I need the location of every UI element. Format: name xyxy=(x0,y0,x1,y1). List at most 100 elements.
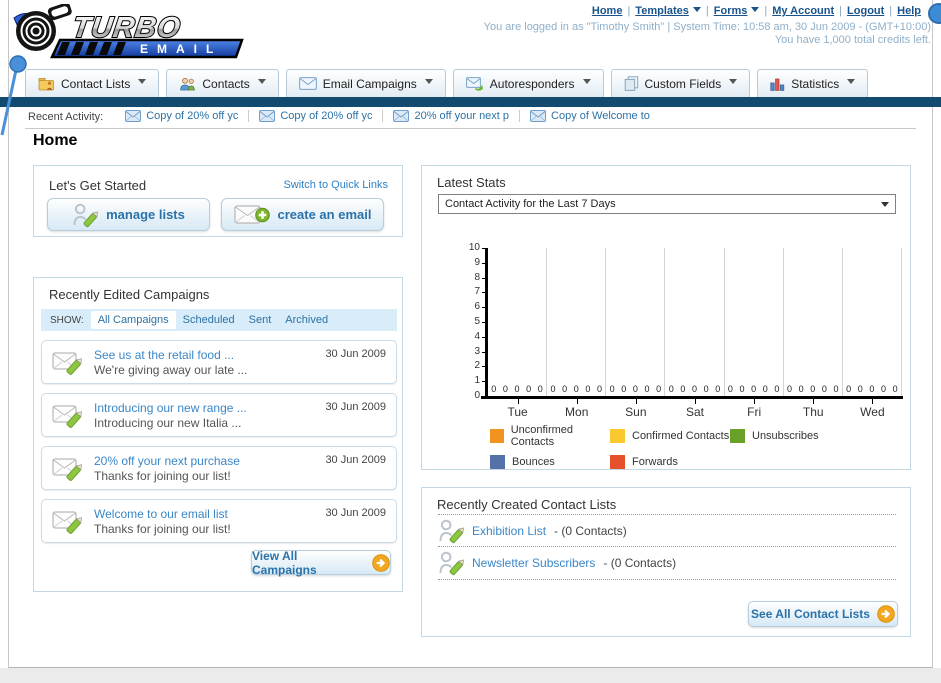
envelope-plus-icon xyxy=(234,203,270,227)
legend-swatch xyxy=(610,429,625,443)
app-logo: TURBO EMAIL xyxy=(10,2,250,60)
see-all-contact-lists-label: See All Contact Lists xyxy=(751,607,870,621)
campaign-title-link[interactable]: Welcome to our email list xyxy=(94,506,228,521)
button-create-an-email[interactable]: create an email xyxy=(221,198,384,231)
filter-all-campaigns[interactable]: All Campaigns xyxy=(90,311,176,329)
tab-contact-lists[interactable]: Contact Lists xyxy=(25,69,160,97)
bar-value-label: 0 xyxy=(703,384,709,394)
filter-sent[interactable]: Sent xyxy=(248,314,272,326)
contact-list-link[interactable]: Newsletter Subscribers xyxy=(472,556,596,570)
recent-activity-link[interactable]: Copy of 20% off yc xyxy=(146,109,239,122)
recent-activity-link[interactable]: Copy of Welcome to xyxy=(551,109,650,122)
recent-activity-item: Copy of 20% off yc xyxy=(115,109,248,122)
contact-lists-folder-icon xyxy=(38,77,55,91)
credits-info: You have 1,000 total credits left. xyxy=(774,34,931,46)
campaign-text: 20% off your next purchase Thanks for joi… xyxy=(94,454,315,483)
recent-activity-link[interactable]: 20% off your next p xyxy=(414,109,510,122)
legend-item: Unsubscribes xyxy=(730,424,850,448)
tab-contacts[interactable]: Contacts xyxy=(166,69,279,97)
bar-value-label: 0 xyxy=(857,384,863,394)
tab-label: Contact Lists xyxy=(61,76,131,91)
tab-email-campaigns[interactable]: Email Campaigns xyxy=(285,69,446,97)
bar-value-label: 0 xyxy=(727,384,733,394)
x-axis-tick-label: Wed xyxy=(860,405,885,419)
campaign-subtitle: We're giving away our late ... xyxy=(94,362,248,377)
bar-value-label: 0 xyxy=(751,384,757,394)
bar-value-label: 0 xyxy=(810,384,816,394)
contact-activity-chart: 0 1 2 3 4 5 6 7 8 9 10 0 0 0 0 0 0 0 0 0 0 0 0 0 0 0 0 0 0 0 0 0 0 0 0 0 0 0 0… xyxy=(422,241,912,426)
bar-value-label: 0 xyxy=(715,384,721,394)
view-all-campaigns-button[interactable]: View All Campaigns xyxy=(251,549,391,577)
campaign-subtitle: Thanks for joining our list! xyxy=(94,521,231,536)
recent-activity-link[interactable]: Copy of 20% off yc xyxy=(280,109,373,122)
switch-quick-links-link[interactable]: Switch to Quick Links xyxy=(283,179,388,191)
campaign-title-link[interactable]: See us at the retail food ... xyxy=(94,347,235,362)
campaign-list: See us at the retail food ... We're givin… xyxy=(41,340,397,552)
bar-value-label: 0 xyxy=(550,384,556,394)
legend-item: Forwards xyxy=(610,455,730,469)
y-axis-tick-label: 8 xyxy=(474,271,480,283)
envelope-pencil-icon xyxy=(52,349,84,375)
campaign-text: See us at the retail food ... We're givin… xyxy=(94,348,315,377)
chart-legend: Unconfirmed Contacts Confirmed Contacts Un… xyxy=(490,424,850,469)
bar-value-label: 0 xyxy=(846,384,852,394)
x-axis-tick xyxy=(813,399,815,404)
nav-link-logout[interactable]: Logout xyxy=(847,5,885,17)
nav-separator: | xyxy=(889,5,893,17)
y-axis-tick xyxy=(482,336,486,338)
bar-value-label: 0 xyxy=(585,384,591,394)
button-label: manage lists xyxy=(106,207,185,222)
bar-value-label: 0 xyxy=(514,384,520,394)
statistics-chart-icon xyxy=(770,77,785,91)
show-label: SHOW: xyxy=(50,314,84,326)
nav-link-my-account[interactable]: My Account xyxy=(772,5,835,17)
tab-autoresponders[interactable]: Autoresponders xyxy=(452,69,604,97)
nav-link-forms[interactable]: Forms xyxy=(714,5,760,17)
see-all-contact-lists-button[interactable]: See All Contact Lists xyxy=(748,601,898,627)
campaign-date: 30 Jun 2009 xyxy=(325,401,386,413)
y-axis-tick xyxy=(482,381,486,383)
bar-value-label: 0 xyxy=(833,384,839,394)
button-manage-lists[interactable]: manage lists xyxy=(47,198,210,231)
y-axis-tick-label: 6 xyxy=(474,301,480,313)
nav-link-help[interactable]: Help xyxy=(897,5,921,17)
chevron-down-icon xyxy=(729,79,738,88)
filter-archived[interactable]: Archived xyxy=(285,314,329,326)
recent-activity-label: Recent Activity: xyxy=(28,111,104,123)
campaign-title-link[interactable]: 20% off your next purchase xyxy=(94,453,240,468)
contact-list-detail: - (0 Contacts) xyxy=(603,556,677,570)
campaign-title-link[interactable]: Introducing our new range ... xyxy=(94,400,247,415)
campaign-card: Introducing our new range ... Introducing… xyxy=(41,393,397,437)
tab-label: Statistics xyxy=(791,76,840,91)
bar-value-label: 0 xyxy=(632,384,638,394)
legend-item: Confirmed Contacts xyxy=(610,424,730,448)
campaign-date: 30 Jun 2009 xyxy=(325,507,386,519)
bar-value-label: 0 xyxy=(537,384,543,394)
footer-strip xyxy=(0,668,941,683)
nav-link-home[interactable]: Home xyxy=(591,5,623,17)
contact-list-link[interactable]: Exhibition List xyxy=(472,523,547,538)
envelope-icon xyxy=(125,109,142,122)
x-axis-tick xyxy=(635,399,637,404)
legend-swatch xyxy=(730,429,745,443)
contact-list-detail: - (0 Contacts) xyxy=(554,523,627,538)
legend-swatch xyxy=(610,455,625,469)
bar-value-label: 0 xyxy=(798,384,804,394)
filter-scheduled[interactable]: Scheduled xyxy=(182,314,235,326)
campaign-card: 20% off your next purchase Thanks for joi… xyxy=(41,446,397,490)
campaigns-panel: Recently Edited Campaigns SHOW: All Camp… xyxy=(33,277,403,592)
legend-swatch xyxy=(490,429,504,443)
chevron-down-icon xyxy=(582,79,591,88)
tab-custom-fields[interactable]: Custom Fields xyxy=(610,69,751,97)
nav-link-templates[interactable]: Templates xyxy=(635,5,701,17)
tab-statistics[interactable]: Statistics xyxy=(757,69,869,97)
stats-period-select[interactable]: Contact Activity for the Last 7 Days xyxy=(438,194,896,214)
campaigns-title: Recently Edited Campaigns xyxy=(49,287,210,302)
divider xyxy=(25,128,916,129)
x-axis-tick xyxy=(576,399,578,404)
